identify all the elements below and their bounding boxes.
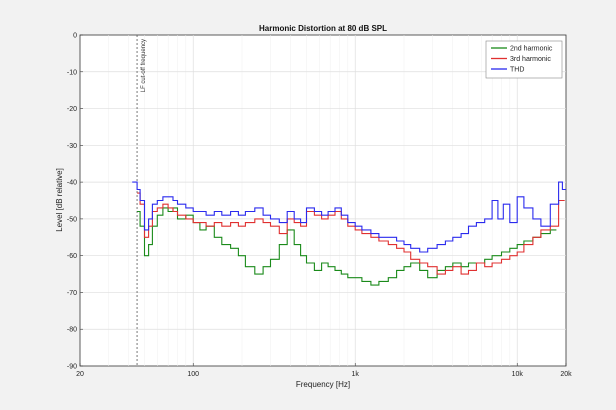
y-tick-label: -60 bbox=[67, 253, 77, 260]
x-tick-label: 10k bbox=[512, 371, 524, 378]
x-axis-ticks: 20 100 1k 10k 20k bbox=[76, 363, 572, 378]
x-tick-label: 20 bbox=[76, 371, 84, 378]
y-tick-label: -40 bbox=[67, 180, 77, 187]
y-tick-label: -80 bbox=[67, 327, 77, 334]
chart-title: Harmonic Distortion at 80 dB SPL bbox=[259, 24, 387, 33]
legend-label: THD bbox=[510, 67, 524, 74]
series-line-thd bbox=[132, 181, 566, 253]
x-tick-label: 20k bbox=[560, 371, 572, 378]
y-tick-label: -10 bbox=[67, 69, 77, 76]
x-tick-label: 1k bbox=[352, 371, 360, 378]
y-axis-ticks: 0 -10 -20 -30 -40 -50 -60 -70 -80 -90 bbox=[67, 33, 83, 371]
y-axis-label: Level [dB relative] bbox=[55, 168, 64, 232]
x-axis-label: Frequency [Hz] bbox=[296, 380, 350, 389]
y-tick-label: 0 bbox=[73, 33, 77, 40]
legend-label: 2nd harmonic bbox=[510, 46, 553, 53]
series-lines bbox=[132, 181, 566, 286]
x-tick-label: 100 bbox=[187, 371, 199, 378]
legend: 2nd harmonic 3rd harmonic THD bbox=[485, 40, 563, 79]
y-tick-label: -70 bbox=[67, 290, 77, 297]
lf-cutoff-label: LF cut-off frequency bbox=[141, 39, 147, 92]
legend-label: 3rd harmonic bbox=[510, 56, 551, 63]
series-line-3rd-harmonic bbox=[137, 192, 565, 275]
legend-box bbox=[485, 40, 563, 79]
y-tick-label: -20 bbox=[67, 106, 77, 113]
y-tick-label: -90 bbox=[67, 364, 77, 371]
y-tick-label: -50 bbox=[67, 216, 77, 223]
y-tick-label: -30 bbox=[67, 143, 77, 150]
lf-cutoff-annotation: LF cut-off frequency bbox=[136, 35, 147, 366]
